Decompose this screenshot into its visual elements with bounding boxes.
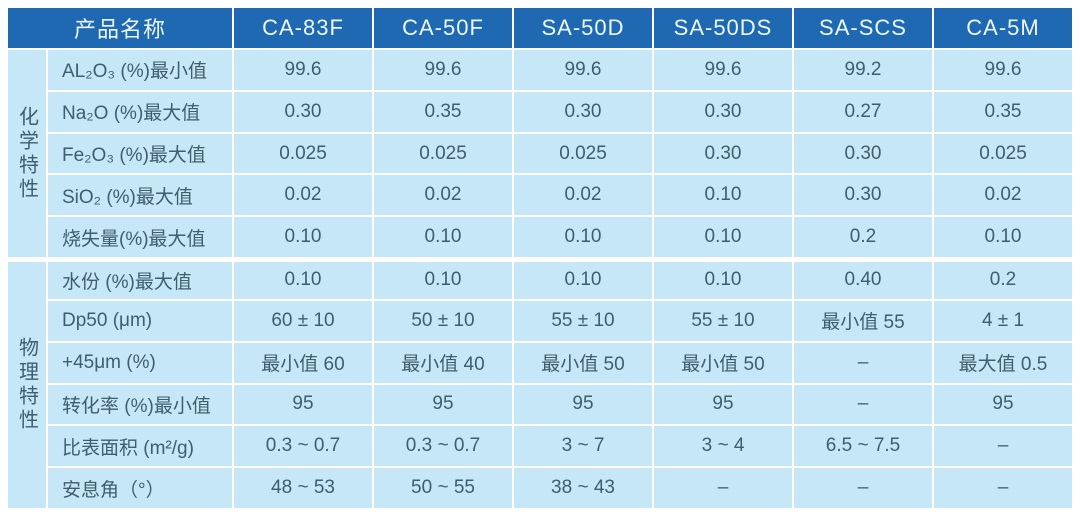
corner-header: 产品名称 (8, 8, 232, 48)
cell-value: 0.10 (374, 217, 512, 258)
cell-value: 0.10 (234, 217, 372, 258)
cell-value: 0.30 (234, 91, 372, 132)
cell-value: 0.02 (374, 175, 512, 216)
cell-value: 50 ~ 55 (374, 468, 512, 508)
cell-value: 99.6 (234, 50, 372, 90)
cell-value: 0.3 ~ 0.7 (374, 426, 512, 467)
row-label: AL₂O₃ (%)最小值 (48, 50, 232, 90)
column-header: SA-SCS (794, 8, 932, 48)
cell-value: 0.2 (934, 259, 1072, 299)
cell-value: 0.30 (794, 175, 932, 216)
cell-value: 0.02 (514, 175, 652, 216)
row-label: 烧失量(%)最大值 (48, 217, 232, 258)
cell-value: 0.10 (514, 217, 652, 258)
cell-value: 0.30 (794, 133, 932, 174)
column-header: SA-50D (514, 8, 652, 48)
product-spec-table: 产品名称 CA-83F CA-50F SA-50D SA-50DS SA-SCS CA-5M… (8, 8, 1072, 508)
column-header: CA-83F (234, 8, 372, 48)
row-label: 转化率 (%)最小值 (48, 384, 232, 425)
cell-value: 0.27 (794, 91, 932, 132)
cell-value: 95 (234, 384, 372, 425)
cell-value: 0.10 (654, 259, 792, 299)
cell-value: 0.30 (514, 91, 652, 132)
cell-value: 0.02 (234, 175, 372, 216)
row-label: Fe₂O₃ (%)最大值 (48, 133, 232, 174)
cell-value: – (794, 468, 932, 508)
cell-value: 最小值 55 (794, 300, 932, 341)
cell-value: 55 ± 10 (514, 300, 652, 341)
cell-value: 0.30 (654, 133, 792, 174)
cell-value: 95 (514, 384, 652, 425)
row-label: 比表面积 (m²/g) (48, 426, 232, 467)
row-label: +45μm (%) (48, 342, 232, 383)
row-label: 水份 (%)最大值 (48, 259, 232, 299)
cell-value: 99.6 (374, 50, 512, 90)
cell-value: 0.025 (234, 133, 372, 174)
cell-value: 4 ± 1 (934, 300, 1072, 341)
cell-value: 48 ~ 53 (234, 468, 372, 508)
cell-value: 60 ± 10 (234, 300, 372, 341)
cell-value: 50 ± 10 (374, 300, 512, 341)
cell-value: 最小值 50 (654, 342, 792, 383)
cell-value: 99.6 (934, 50, 1072, 90)
cell-value: – (794, 384, 932, 425)
cell-value: 99.6 (514, 50, 652, 90)
cell-value: – (934, 468, 1072, 508)
cell-value: 0.025 (514, 133, 652, 174)
row-label: SiO₂ (%)最大值 (48, 175, 232, 216)
cell-value: 0.10 (934, 217, 1072, 258)
cell-value: 最小值 60 (234, 342, 372, 383)
row-label: Dp50 (μm) (48, 300, 232, 341)
cell-value: 0.10 (234, 259, 372, 299)
column-header: CA-5M (934, 8, 1072, 48)
cell-value: 0.10 (654, 175, 792, 216)
group-label: 化学特性 (8, 50, 46, 258)
cell-value: 6.5 ~ 7.5 (794, 426, 932, 467)
cell-value: 0.10 (374, 259, 512, 299)
cell-value: 95 (374, 384, 512, 425)
column-header: SA-50DS (654, 8, 792, 48)
cell-value: – (934, 426, 1072, 467)
group-label: 物理特性 (8, 259, 46, 508)
cell-value: 0.40 (794, 259, 932, 299)
cell-value: 3 ~ 4 (654, 426, 792, 467)
column-header: CA-50F (374, 8, 512, 48)
cell-value: 最大值 0.5 (934, 342, 1072, 383)
cell-value: 99.6 (654, 50, 792, 90)
row-label: 安息角（°） (48, 468, 232, 508)
cell-value: 最小值 50 (514, 342, 652, 383)
cell-value: 3 ~ 7 (514, 426, 652, 467)
cell-value: 0.3 ~ 0.7 (234, 426, 372, 467)
cell-value: 0.35 (934, 91, 1072, 132)
cell-value: 0.10 (654, 217, 792, 258)
cell-value: 38 ~ 43 (514, 468, 652, 508)
cell-value: 0.10 (514, 259, 652, 299)
row-label: Na₂O (%)最大值 (48, 91, 232, 132)
cell-value: 0.35 (374, 91, 512, 132)
cell-value: – (654, 468, 792, 508)
cell-value: 55 ± 10 (654, 300, 792, 341)
cell-value: – (794, 342, 932, 383)
cell-value: 0.02 (934, 175, 1072, 216)
spec-table-grid: 产品名称 CA-83F CA-50F SA-50D SA-50DS SA-SCS CA-5M… (8, 8, 1072, 508)
cell-value: 99.2 (794, 50, 932, 90)
cell-value: 最小值 40 (374, 342, 512, 383)
cell-value: 0.025 (374, 133, 512, 174)
cell-value: 0.30 (654, 91, 792, 132)
cell-value: 95 (934, 384, 1072, 425)
cell-value: 95 (654, 384, 792, 425)
cell-value: 0.025 (934, 133, 1072, 174)
cell-value: 0.2 (794, 217, 932, 258)
